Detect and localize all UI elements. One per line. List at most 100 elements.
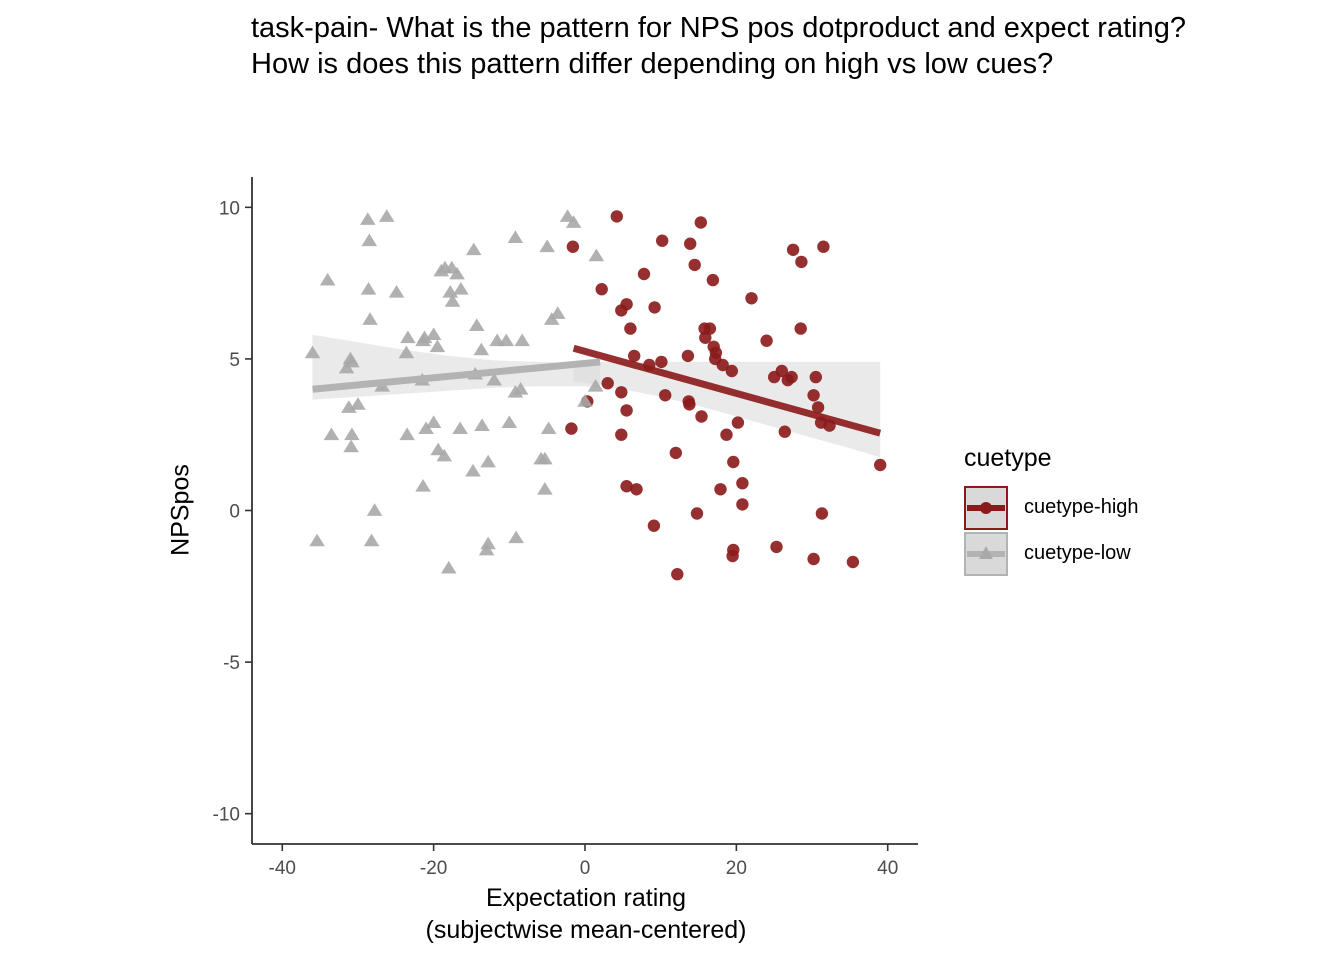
point-cuetype-low-12 xyxy=(449,266,465,280)
point-cuetype-low-21 xyxy=(362,312,378,325)
y-tick-label--10: -10 xyxy=(213,805,240,826)
point-cuetype-high-25 xyxy=(681,349,695,363)
point-cuetype-low-57 xyxy=(430,442,446,456)
legend-key-high-marker xyxy=(980,502,992,514)
point-cuetype-high-50 xyxy=(778,425,791,438)
x-axis-label-line-1: Expectation rating xyxy=(485,884,687,912)
point-cuetype-low-17 xyxy=(388,285,405,298)
point-cuetype-high-36 xyxy=(601,377,614,390)
point-cuetype-low-8 xyxy=(588,248,605,262)
point-cuetype-low-69 xyxy=(480,536,496,550)
regression-lines xyxy=(312,344,882,437)
point-cuetype-high-24 xyxy=(628,349,641,363)
point-cuetype-low-65 xyxy=(366,503,383,516)
point-cuetype-low-48 xyxy=(425,415,442,428)
point-cuetype-high-26 xyxy=(655,355,668,369)
point-cuetype-low-40 xyxy=(486,372,502,386)
point-cuetype-high-5 xyxy=(786,243,800,256)
chart-title-line-1: task-pain- What is the pattern for NPS p… xyxy=(251,12,1186,44)
point-cuetype-low-0 xyxy=(559,209,576,222)
point-cuetype-low-32 xyxy=(473,342,490,356)
point-cuetype-high-19 xyxy=(794,322,807,335)
y-tick-label--5: -5 xyxy=(223,653,240,674)
point-cuetype-high-45 xyxy=(695,410,708,423)
point-cuetype-high-7 xyxy=(795,255,808,269)
point-cuetype-high-64 xyxy=(770,540,783,554)
point-cuetype-high-14 xyxy=(648,301,661,314)
point-cuetype-high-10 xyxy=(706,273,720,287)
point-cuetype-high-43 xyxy=(811,401,825,414)
point-cuetype-low-47 xyxy=(501,415,518,428)
point-cuetype-low-64 xyxy=(537,482,553,495)
y-ticks: -10 -5 0 5 10 xyxy=(213,198,252,826)
point-cuetype-high-55 xyxy=(874,458,887,472)
point-cuetype-low-18 xyxy=(444,294,461,307)
point-cuetype-low-70 xyxy=(478,542,495,556)
legend-label-high: cuetype-high xyxy=(1024,496,1139,518)
y-tick-label-0: 0 xyxy=(229,502,240,523)
legend-label-low: cuetype-low xyxy=(1024,542,1131,564)
point-cuetype-low-4 xyxy=(361,233,378,247)
point-cuetype-high-28 xyxy=(716,358,729,372)
confidence-band-cuetype-high xyxy=(573,361,881,458)
point-cuetype-low-45 xyxy=(341,400,357,413)
y-tick-label-10: 10 xyxy=(219,198,240,219)
x-ticks: -40 -20 0 20 40 xyxy=(269,844,898,879)
point-cuetype-low-44 xyxy=(350,397,366,410)
point-cuetype-low-20 xyxy=(543,312,560,325)
point-cuetype-high-20 xyxy=(760,334,773,347)
point-cuetype-high-21 xyxy=(699,331,712,344)
point-cuetype-high-60 xyxy=(736,498,749,511)
point-cuetype-low-49 xyxy=(418,421,434,435)
x-tick-label-40: 40 xyxy=(877,858,898,879)
point-cuetype-high-42 xyxy=(683,398,696,411)
point-cuetype-high-66 xyxy=(726,549,739,563)
x-tick-label-0: 0 xyxy=(580,858,591,879)
point-cuetype-low-25 xyxy=(425,327,442,341)
point-cuetype-high-1 xyxy=(694,216,707,229)
point-cuetype-high-3 xyxy=(684,237,697,250)
point-cuetype-low-30 xyxy=(498,333,515,347)
legend-key-high xyxy=(964,486,1008,530)
point-cuetype-low-22 xyxy=(468,318,485,331)
point-cuetype-low-7 xyxy=(465,242,482,256)
point-cuetype-high-15 xyxy=(615,304,628,317)
point-cuetype-low-36 xyxy=(338,360,355,374)
point-cuetype-high-44 xyxy=(620,404,633,417)
chart-title-line-2: How is does this pattern differ dependin… xyxy=(251,48,1054,80)
point-cuetype-low-43 xyxy=(507,385,524,398)
point-cuetype-low-54 xyxy=(399,427,415,441)
point-cuetype-low-24 xyxy=(400,330,416,344)
x-axis-label-line-2: (subjectwise mean-centered) xyxy=(425,916,747,944)
point-cuetype-high-62 xyxy=(815,507,829,520)
point-cuetype-high-32 xyxy=(768,370,781,384)
point-cuetype-low-52 xyxy=(323,427,340,441)
point-cuetype-low-56 xyxy=(343,439,359,453)
point-cuetype-low-62 xyxy=(465,463,481,477)
y-tick-label-5: 5 xyxy=(229,350,240,371)
point-cuetype-low-28 xyxy=(415,333,431,347)
point-cuetype-low-5 xyxy=(539,239,555,253)
point-cuetype-low-27 xyxy=(514,333,530,347)
point-cuetype-high-59 xyxy=(714,483,727,496)
point-cuetype-low-14 xyxy=(360,281,377,295)
point-cuetype-low-19 xyxy=(549,306,566,319)
point-cuetype-high-46 xyxy=(731,416,745,429)
point-cuetype-low-66 xyxy=(309,533,325,547)
point-cuetype-low-67 xyxy=(363,533,380,547)
point-cuetype-low-3 xyxy=(507,230,524,244)
point-cuetype-low-46 xyxy=(577,394,593,407)
legend-item-cuetype-high: cuetype-high xyxy=(964,486,1224,530)
y-axis-label: NPSpos xyxy=(166,464,195,556)
point-cuetype-high-69 xyxy=(671,568,684,581)
point-cuetype-high-35 xyxy=(809,370,822,384)
point-cuetype-high-4 xyxy=(566,240,580,253)
fit-line-cuetype-high xyxy=(572,344,882,437)
point-cuetype-low-71 xyxy=(440,560,457,574)
point-cuetype-high-54 xyxy=(727,455,740,469)
point-cuetype-high-39 xyxy=(807,389,820,402)
point-cuetype-high-49 xyxy=(565,422,578,435)
point-cuetype-high-52 xyxy=(720,428,733,441)
x-tick-label--20: -20 xyxy=(420,858,447,879)
